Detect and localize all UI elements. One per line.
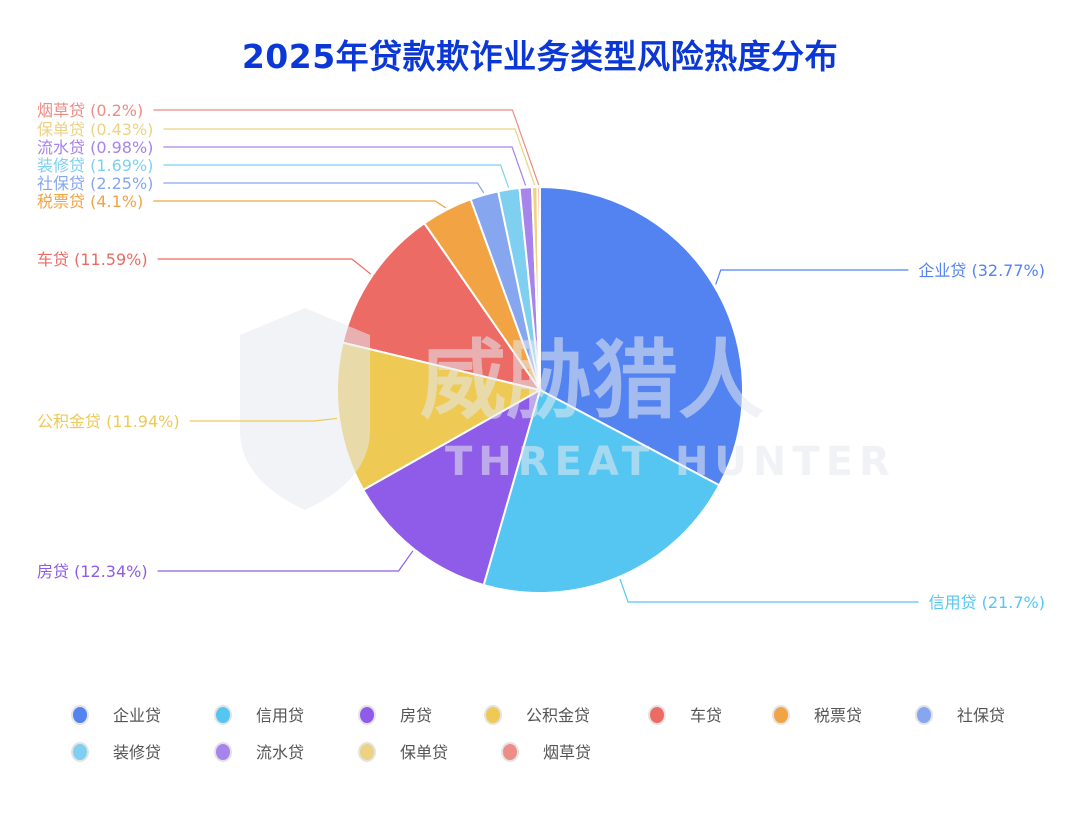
legend-dot-icon: [484, 705, 502, 725]
slice-label: 装修贷 (1.69%): [37, 156, 153, 175]
pie-slice[interactable]: [482, 388, 721, 594]
legend-dot-icon: [358, 705, 376, 725]
legend-dot-icon: [214, 705, 232, 725]
slice-label: 车贷 (11.59%): [37, 250, 148, 269]
watermark: 威胁猎人 THREAT HUNTER: [240, 308, 896, 510]
pie-slice[interactable]: [536, 185, 541, 391]
legend-dot-icon: [501, 742, 519, 762]
leader-line: [153, 109, 540, 186]
slice-label: 企业贷 (32.77%): [918, 261, 1045, 280]
legend-label: 企业贷: [113, 706, 161, 725]
pie-slice[interactable]: [539, 185, 744, 487]
legend-dot-icon: [71, 742, 89, 762]
legend-item[interactable]: 保单贷: [358, 742, 448, 762]
legend-label: 装修贷: [113, 743, 161, 762]
shield-logo-icon: [240, 308, 370, 510]
legend-item[interactable]: 车贷: [648, 705, 722, 725]
legend-item[interactable]: 税票贷: [772, 705, 862, 725]
leader-line: [163, 146, 527, 186]
legend-item[interactable]: 信用贷: [214, 705, 304, 725]
slice-label: 信用贷 (21.7%): [929, 593, 1045, 612]
leader-line: [157, 258, 372, 275]
leader-line: [619, 578, 919, 603]
legend-item[interactable]: 装修贷: [71, 742, 161, 762]
legend-label: 房贷: [400, 706, 432, 725]
watermark-en: THREAT HUNTER: [445, 439, 896, 485]
legend-label: 车贷: [690, 706, 722, 725]
slice-label: 税票贷 (4.1%): [37, 192, 143, 211]
leader-line: [163, 164, 510, 188]
slice-label: 流水贷 (0.98%): [37, 138, 153, 157]
leader-line: [153, 200, 447, 209]
slice-label: 保单贷 (0.43%): [37, 120, 153, 139]
legend-dot-icon: [214, 742, 232, 762]
legend-dot-icon: [358, 742, 376, 762]
slice-label: 公积金贷 (11.94%): [37, 412, 180, 431]
legend-item[interactable]: 公积金贷: [484, 705, 590, 725]
legend-item[interactable]: 流水贷: [214, 742, 304, 762]
legend-label: 流水贷: [256, 743, 304, 762]
legend-dot-icon: [71, 705, 89, 725]
legend-item[interactable]: 房贷: [358, 705, 432, 725]
legend-item[interactable]: 社保贷: [915, 705, 1005, 725]
pie-slice[interactable]: [361, 387, 542, 587]
slice-label: 烟草贷 (0.2%): [37, 101, 143, 120]
legend-dot-icon: [915, 705, 933, 725]
leader-line: [157, 550, 414, 572]
leader-line: [715, 269, 909, 285]
legend-label: 税票贷: [814, 706, 862, 725]
chart-title: 2025年贷款欺诈业务类型风险热度分布: [241, 37, 839, 76]
watermark-cn: 威胁猎人: [420, 331, 764, 431]
leader-line: [163, 128, 536, 186]
legend-item[interactable]: 烟草贷: [501, 742, 591, 762]
legend-label: 信用贷: [256, 706, 304, 725]
leader-line: [189, 417, 338, 422]
legend-dot-icon: [648, 705, 666, 725]
legend-item[interactable]: 企业贷: [71, 705, 161, 725]
leader-line: [163, 182, 485, 194]
legend-label: 保单贷: [400, 743, 448, 762]
slice-label: 房贷 (12.34%): [37, 562, 148, 581]
legend-label: 公积金贷: [526, 706, 590, 725]
legend-label: 烟草贷: [543, 743, 591, 762]
legend-dot-icon: [772, 705, 790, 725]
slice-label: 社保贷 (2.25%): [37, 174, 153, 193]
legend-label: 社保贷: [957, 706, 1005, 725]
